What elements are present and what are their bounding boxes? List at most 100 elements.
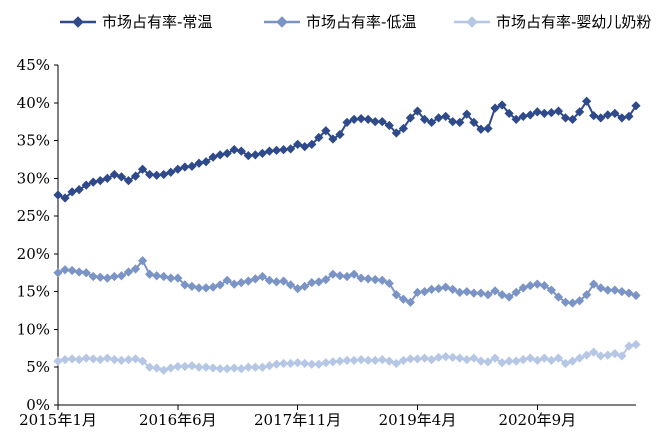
data-point [222, 364, 232, 374]
data-point [610, 108, 620, 118]
data-point [293, 284, 303, 294]
data-point [250, 274, 260, 284]
data-point [109, 169, 120, 180]
data-point [321, 358, 331, 368]
data-point [483, 290, 493, 300]
legend: 市场占有率-常温 市场占有率-低温 市场占有率-婴幼儿奶粉 [60, 13, 651, 31]
data-point [532, 355, 542, 366]
y-tick-label: 0% [26, 396, 50, 414]
data-point [74, 185, 84, 195]
data-point [201, 362, 211, 372]
data-point [434, 352, 444, 363]
data-point [180, 162, 190, 172]
data-point [166, 273, 176, 283]
data-point [441, 282, 451, 292]
data-point [511, 287, 521, 298]
data-point [335, 271, 345, 281]
data-point [434, 284, 444, 294]
data-point [285, 358, 296, 369]
data-point [257, 148, 268, 159]
data-point [574, 107, 585, 117]
data-point [448, 117, 458, 127]
data-point [455, 353, 465, 363]
data-point [631, 339, 641, 350]
legend-label: 市场占有率-低温 [306, 13, 416, 31]
data-point [116, 271, 127, 281]
data-point [370, 274, 380, 285]
data-point [314, 277, 324, 287]
data-point [187, 361, 197, 371]
data-point [229, 363, 239, 373]
data-point [469, 288, 479, 298]
data-point [419, 114, 430, 125]
legend-item: 市场占有率-低温 [264, 13, 416, 31]
data-point [88, 271, 98, 282]
data-point [307, 277, 317, 288]
data-point [166, 363, 176, 373]
data-point [398, 123, 409, 134]
data-point [476, 288, 486, 298]
data-point [222, 148, 232, 159]
data-point [102, 353, 112, 363]
data-point [377, 355, 387, 365]
data-point [328, 269, 338, 279]
data-point [603, 285, 613, 295]
data-point [589, 347, 599, 357]
data-point [567, 298, 578, 308]
data-point [567, 356, 578, 366]
data-point [511, 114, 521, 125]
data-point [532, 279, 542, 289]
axes: 0% 5% 10% 15% 20% 25% 30% 35% 40% 45% 2015年1月 2016年… [17, 56, 636, 429]
data-point [116, 355, 127, 366]
data-point [610, 285, 620, 295]
data-point [300, 141, 310, 152]
data-point [293, 139, 303, 149]
data-point [109, 355, 120, 365]
x-tick-label: 2017年11月 [254, 411, 341, 429]
data-point [314, 132, 324, 143]
data-point [278, 144, 289, 155]
data-point [370, 355, 380, 366]
data-point [307, 359, 317, 369]
data-point [546, 285, 557, 295]
y-tick-label: 15% [17, 283, 50, 301]
data-point [384, 278, 394, 288]
data-point [187, 281, 197, 292]
data-point [335, 356, 345, 366]
data-point [497, 100, 507, 110]
data-point [539, 353, 549, 363]
legend-swatch-marker [466, 16, 478, 28]
data-point [116, 172, 127, 182]
data-point [405, 297, 416, 307]
data-point [448, 352, 458, 363]
data-point [271, 277, 282, 287]
y-tick-label: 25% [17, 207, 50, 225]
data-point [137, 256, 148, 266]
data-point [328, 134, 338, 144]
legend-label: 市场占有率-婴幼儿奶粉 [496, 13, 651, 31]
data-point [483, 357, 493, 367]
data-point [546, 355, 557, 366]
data-point [229, 144, 239, 155]
data-point [384, 356, 394, 366]
data-point [102, 173, 112, 183]
data-point [264, 275, 275, 285]
data-point [504, 356, 514, 366]
data-point [363, 274, 373, 284]
legend-item: 市场占有率-婴幼儿奶粉 [454, 13, 651, 31]
data-point [201, 283, 211, 293]
data-point [377, 117, 387, 127]
data-point [391, 128, 401, 138]
data-point [405, 113, 416, 123]
data-point [236, 364, 246, 374]
data-point [384, 120, 394, 131]
data-point [363, 355, 373, 366]
data-point [553, 353, 564, 363]
data-point [53, 190, 63, 200]
data-point [582, 350, 592, 360]
data-point [271, 359, 282, 369]
data-point [426, 284, 437, 295]
data-point [236, 146, 246, 156]
data-point [525, 280, 535, 291]
data-point [285, 144, 296, 154]
